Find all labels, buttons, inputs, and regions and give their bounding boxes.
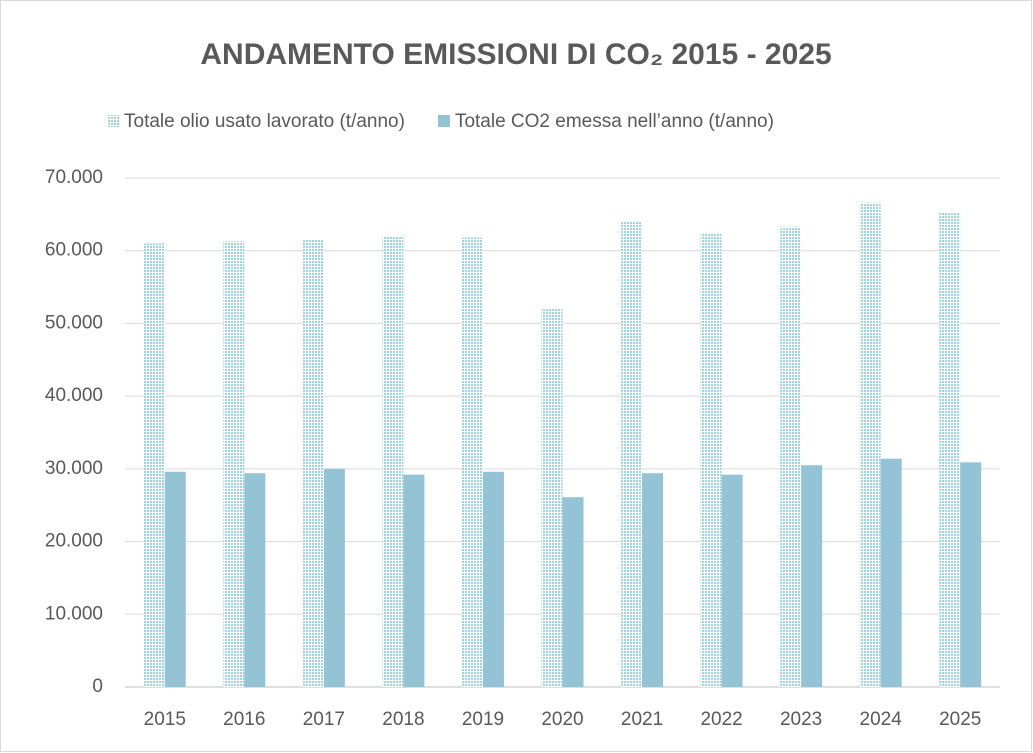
bar bbox=[880, 458, 902, 687]
bar bbox=[700, 233, 722, 687]
y-tick-label: 40.000 bbox=[45, 385, 103, 406]
bar bbox=[223, 241, 245, 688]
bar bbox=[323, 468, 345, 687]
y-tick-label: 50.000 bbox=[45, 312, 103, 333]
x-tick-label: 2025 bbox=[939, 709, 981, 730]
chart-title: ANDAMENTO EMISSIONI DI CO₂ 2015 - 2025 bbox=[200, 38, 831, 71]
x-tick-label: 2018 bbox=[382, 709, 424, 730]
y-tick-label: 60.000 bbox=[45, 240, 103, 261]
x-tick-label: 2019 bbox=[462, 709, 504, 730]
bar bbox=[960, 462, 982, 687]
bar bbox=[143, 243, 165, 687]
bar bbox=[403, 474, 425, 687]
x-tick-label: 2017 bbox=[303, 709, 345, 730]
x-tick-label: 2022 bbox=[700, 709, 742, 730]
bar bbox=[244, 473, 266, 687]
y-tick-label: 30.000 bbox=[45, 458, 103, 479]
bar bbox=[164, 471, 186, 687]
x-tick-label: 2024 bbox=[860, 709, 903, 730]
x-tick-label: 2015 bbox=[144, 709, 186, 730]
bar bbox=[482, 471, 504, 687]
bar bbox=[642, 473, 664, 687]
bar bbox=[541, 308, 563, 687]
bar bbox=[562, 497, 584, 687]
legend-swatch bbox=[107, 115, 119, 127]
y-tick-label: 70.000 bbox=[45, 167, 103, 188]
bar bbox=[621, 220, 643, 687]
y-tick-label: 20.000 bbox=[45, 531, 103, 552]
x-tick-label: 2021 bbox=[621, 709, 663, 730]
bar bbox=[721, 474, 743, 687]
legend-label: Totale olio usato lavorato (t/anno) bbox=[124, 111, 405, 132]
bar bbox=[780, 226, 802, 687]
bar bbox=[859, 202, 881, 688]
bar bbox=[939, 212, 961, 687]
x-tick-label: 2020 bbox=[541, 709, 583, 730]
bar bbox=[461, 237, 483, 687]
bar bbox=[382, 236, 404, 688]
bar bbox=[801, 465, 823, 687]
y-tick-label: 0 bbox=[92, 676, 103, 697]
y-tick-label: 10.000 bbox=[45, 603, 103, 624]
legend-label: Totale CO2 emessa nell’anno (t/anno) bbox=[455, 111, 774, 132]
x-tick-label: 2016 bbox=[223, 709, 265, 730]
x-tick-label: 2023 bbox=[780, 709, 822, 730]
legend-swatch bbox=[437, 115, 450, 127]
bar bbox=[302, 239, 324, 688]
